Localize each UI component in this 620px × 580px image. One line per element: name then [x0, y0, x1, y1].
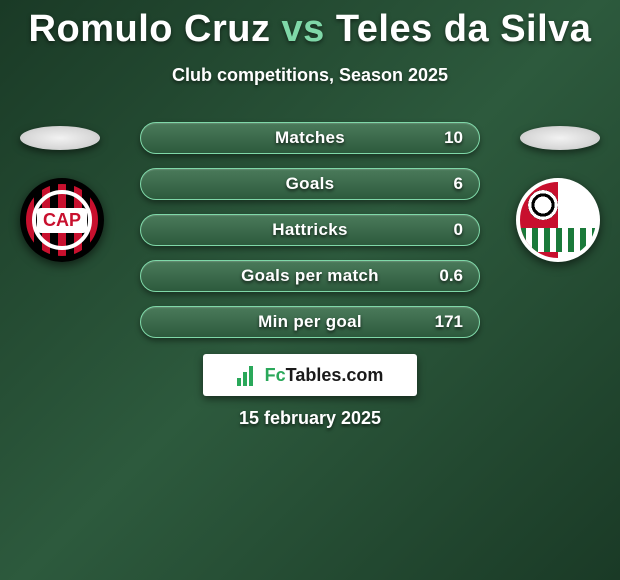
brand-box[interactable]: FcTables.com [203, 354, 417, 396]
club-right-stripes [520, 228, 596, 252]
stat-bar-matches: Matches 10 [140, 122, 480, 154]
stat-value-right: 0.6 [439, 266, 463, 286]
club-left-logo: CAP [20, 178, 104, 262]
club-right-logo [516, 178, 600, 262]
club-left-badge-text: CAP [37, 208, 87, 233]
stat-label: Min per goal [258, 312, 362, 332]
stat-value-right: 10 [444, 128, 463, 148]
stat-bar-goals-per-match: Goals per match 0.6 [140, 260, 480, 292]
stat-label: Goals per match [241, 266, 379, 286]
stat-label: Goals [286, 174, 335, 194]
player1-name: Romulo Cruz [29, 8, 271, 50]
player2-photo [520, 126, 600, 150]
stat-bar-hattricks: Hattricks 0 [140, 214, 480, 246]
brand-text: FcTables.com [265, 365, 384, 386]
stat-bar-min-per-goal: Min per goal 171 [140, 306, 480, 338]
stat-bars: Matches 10 Goals 6 Hattricks 0 Goals per… [140, 122, 480, 338]
stat-value-right: 0 [454, 220, 463, 240]
vs-separator: vs [282, 8, 325, 50]
player1-photo [20, 126, 100, 150]
subtitle: Club competitions, Season 2025 [0, 65, 620, 86]
stat-label: Matches [275, 128, 345, 148]
comparison-title: Romulo Cruz vs Teles da Silva [0, 0, 620, 51]
brand-prefix: Fc [265, 365, 286, 385]
brand-rest: Tables.com [286, 365, 384, 385]
player2-name: Teles da Silva [336, 8, 592, 50]
brand-chart-icon [237, 364, 259, 386]
comparison-date: 15 february 2025 [0, 408, 620, 429]
stat-value-right: 6 [454, 174, 463, 194]
stat-bar-goals: Goals 6 [140, 168, 480, 200]
stat-value-right: 171 [435, 312, 463, 332]
stat-label: Hattricks [272, 220, 347, 240]
